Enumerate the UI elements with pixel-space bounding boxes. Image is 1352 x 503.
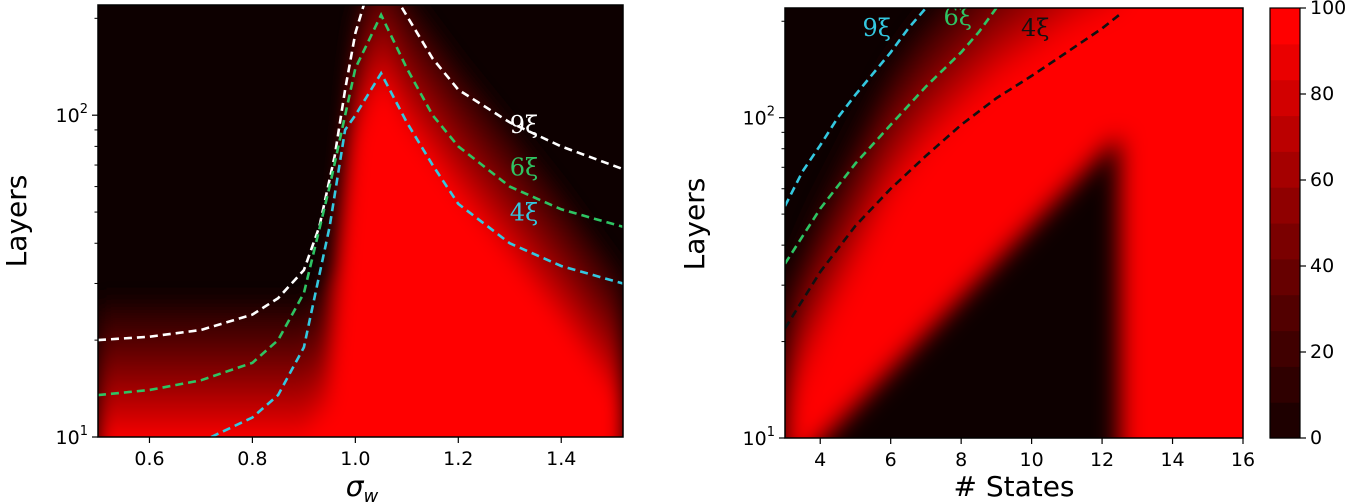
right-line-4ξ — [785, 13, 1121, 329]
colorbar-tick-label: 60 — [1310, 169, 1334, 191]
colorbar-cell — [1270, 330, 1300, 367]
colorbar-cell — [1270, 115, 1300, 152]
right-xtick-label: 16 — [1231, 449, 1255, 471]
left-xtick-label: 1.4 — [546, 448, 576, 470]
right-annotation-9ξ: 9ξ — [863, 14, 892, 42]
colorbar-tick-label: 20 — [1310, 341, 1334, 363]
colorbar-cell — [1270, 402, 1300, 439]
right-xtick-label: 6 — [885, 449, 897, 471]
left-xtick-label: 1.0 — [340, 448, 370, 470]
left-plot-frame — [97, 4, 624, 438]
colorbar-cell — [1270, 294, 1300, 332]
colorbar-tick-label: 40 — [1310, 255, 1334, 277]
right-annotation-4ξ: 4ξ — [1021, 14, 1050, 42]
left-plot: 9ξ 6ξ 4ξ 0.6 0.8 1.0 1.2 1.4 101 102 σw Layers — [0, 4, 624, 503]
right-saturated-region — [1119, 8, 1243, 438]
right-xtick-label: 12 — [1090, 449, 1114, 471]
right-xtick-label: 10 — [1020, 449, 1044, 471]
colorbar-cell — [1270, 43, 1300, 81]
left-line-9ξ — [98, 5, 623, 342]
left-xtick-label: 0.8 — [237, 448, 267, 470]
colorbar: 0 20 40 60 80 100 — [1269, 0, 1346, 449]
right-xtick-label: 4 — [814, 449, 826, 471]
right-line-9ξ — [785, 8, 927, 207]
right-annotation-6ξ: 6ξ — [944, 3, 973, 31]
left-xtick-label: 1.2 — [443, 448, 473, 470]
colorbar-tick-label: 100 — [1310, 0, 1346, 19]
left-xtick-label: 0.6 — [134, 448, 164, 470]
colorbar-cell — [1270, 223, 1300, 260]
colorbar-cell — [1270, 79, 1300, 117]
right-ytick-label: 101 — [743, 425, 775, 450]
left-contour-level-12 — [98, 84, 623, 437]
right-line-6ξ — [785, 8, 998, 265]
colorbar-frame — [1269, 7, 1301, 439]
left-annotation-4ξ: 4ξ — [510, 199, 539, 227]
right-plot-frame — [784, 7, 1244, 439]
left-ylabel: Layers — [0, 175, 33, 268]
left-annotation-9ξ: 9ξ — [510, 111, 539, 139]
right-plot: 9ξ 6ξ 4ξ 4 6 8 10 12 14 16 101 102 # States Layer… — [678, 3, 1255, 503]
left-annotation-6ξ: 6ξ — [510, 153, 539, 181]
left-line-4ξ — [210, 70, 623, 437]
left-ytick-label: 101 — [56, 424, 88, 449]
left-ytick-label: 102 — [56, 102, 88, 127]
left-xlabel: σw — [346, 470, 379, 503]
colorbar-cell — [1270, 258, 1300, 296]
colorbar-cell — [1270, 366, 1300, 403]
right-xtick-label: 8 — [955, 449, 967, 471]
right-xtick-label: 14 — [1160, 449, 1184, 471]
right-ylabel: Layers — [678, 178, 711, 271]
colorbar-tick-label: 0 — [1310, 427, 1322, 449]
colorbar-tick-label: 80 — [1310, 83, 1334, 105]
right-ytick-label: 102 — [743, 105, 775, 130]
left-line-6ξ — [98, 11, 623, 397]
colorbar-cell — [1270, 8, 1300, 45]
colorbar-cell — [1270, 187, 1300, 224]
right-xlabel: # States — [953, 470, 1074, 503]
colorbar-cell — [1270, 151, 1300, 188]
